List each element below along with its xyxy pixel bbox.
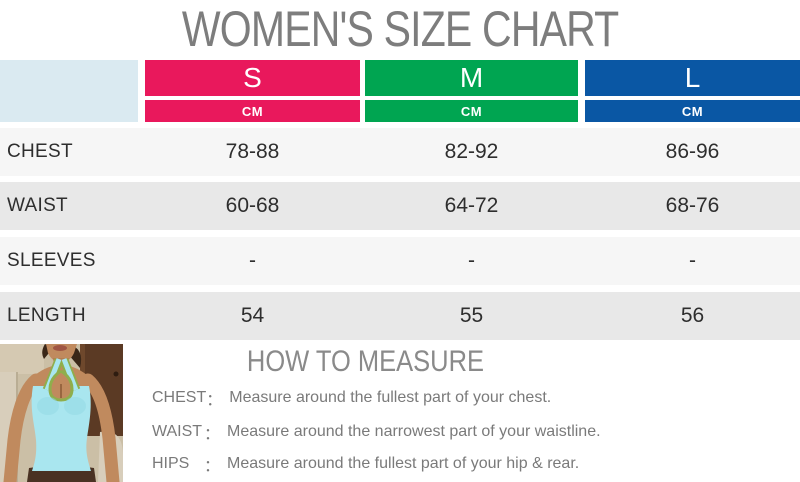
- size-s-label: S: [243, 62, 262, 93]
- cell-length-m: 55: [459, 304, 484, 327]
- cell-waist-s: 60-68: [225, 194, 280, 217]
- cell-waist-l: 68-76: [665, 194, 720, 217]
- cell-chest-s: 78-88: [225, 140, 280, 163]
- header-size-m: M: [365, 60, 578, 96]
- table-row-waist: WAIST 60-68 64-72 68-76: [0, 182, 800, 230]
- model-photo: [0, 344, 123, 482]
- cell-chest-m: 82-92: [444, 140, 499, 163]
- unit-cell-m: CM: [365, 100, 578, 122]
- cell-waist-m: 64-72: [444, 194, 499, 217]
- measure-waist-text: Measure around the narrowest part of you…: [227, 423, 601, 440]
- size-m-label: M: [459, 62, 484, 93]
- corner-cell: [0, 60, 138, 122]
- row-label-chest: CHEST: [7, 141, 73, 162]
- cell-sleeves-m: -: [468, 249, 475, 272]
- page-title: WOMEN'S SIZE CHART: [181, 1, 619, 57]
- unit-s-label: CM: [241, 103, 264, 119]
- size-l-label: L: [684, 62, 701, 93]
- title-bar: WOMEN'S SIZE CHART: [0, 0, 800, 58]
- table-row-sleeves: SLEEVES - - -: [0, 237, 800, 285]
- unit-cell-l: CM: [585, 100, 800, 122]
- measure-hips-colon: ：: [204, 458, 221, 475]
- measure-hips-label: HIPS: [152, 455, 190, 472]
- row-label-length: LENGTH: [7, 305, 86, 326]
- measure-instruction-waist: WAIST： Measure around the narrowest part …: [152, 421, 782, 443]
- cell-length-l: 56: [680, 304, 705, 327]
- measure-instruction-chest: CHEST： Measure around the fullest part of…: [152, 387, 782, 409]
- header-size-s: S: [145, 60, 360, 96]
- how-to-measure-title: HOW TO MEASURE: [246, 345, 484, 378]
- measure-instruction-hips: HIPS ： Measure around the fullest part of …: [152, 453, 782, 475]
- unit-m-label: CM: [460, 103, 483, 119]
- unit-l-label: CM: [681, 103, 704, 119]
- measure-hips-text: Measure around the fullest part of your …: [227, 455, 580, 472]
- unit-cell-s: CM: [145, 100, 360, 122]
- measure-chest-colon: ：: [206, 392, 223, 409]
- cell-sleeves-l: -: [689, 249, 696, 272]
- measure-waist-label: WAIST: [152, 423, 203, 440]
- measure-chest-label: CHEST: [152, 389, 207, 406]
- row-label-waist: WAIST: [7, 195, 68, 216]
- measure-chest-text: Measure around the fullest part of your …: [229, 389, 552, 406]
- measure-waist-colon: ：: [204, 426, 221, 443]
- cell-length-s: 54: [240, 304, 265, 327]
- header-size-l: L: [585, 60, 800, 96]
- table-row-length: LENGTH 54 55 56: [0, 292, 800, 340]
- cell-chest-l: 86-96: [665, 140, 720, 163]
- row-label-sleeves: SLEEVES: [7, 250, 96, 271]
- cell-sleeves-s: -: [249, 249, 256, 272]
- how-to-measure-heading: HOW TO MEASURE: [123, 345, 607, 379]
- table-row-chest: CHEST 78-88 82-92 86-96: [0, 128, 800, 176]
